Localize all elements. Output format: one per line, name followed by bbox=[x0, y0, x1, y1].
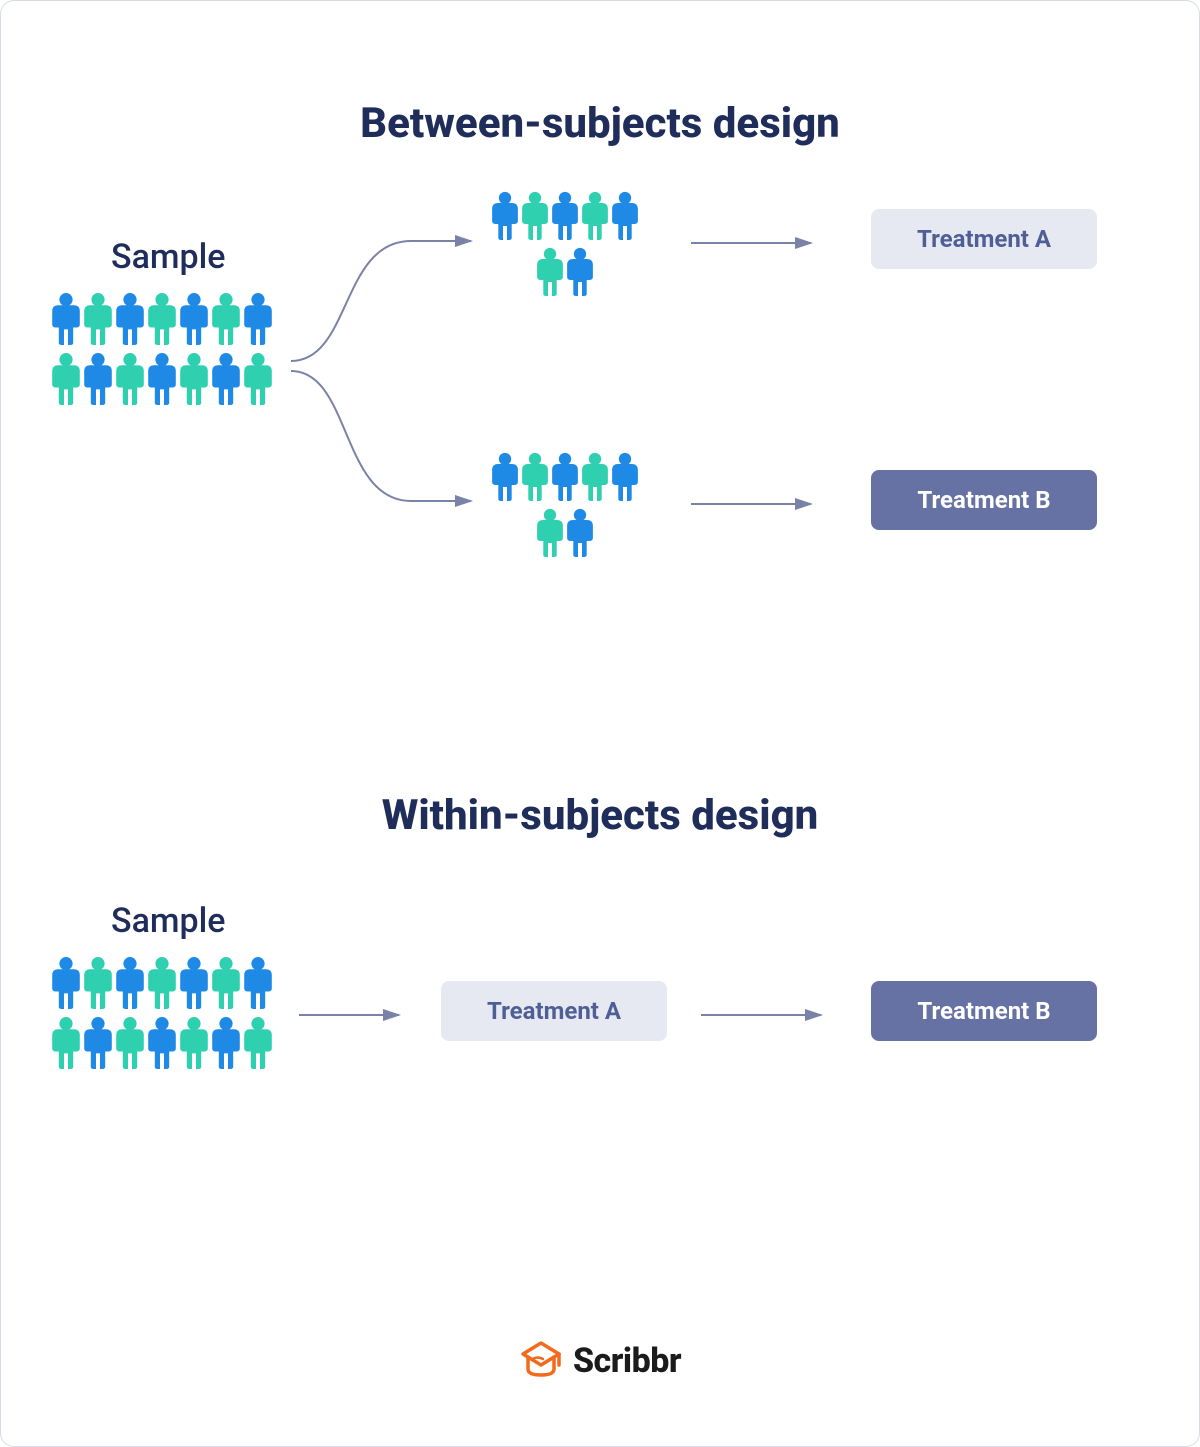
person-icon bbox=[179, 291, 209, 345]
person-icon bbox=[115, 351, 145, 405]
person-icon bbox=[566, 507, 594, 557]
person-icon bbox=[51, 291, 81, 345]
person-icon bbox=[551, 451, 579, 501]
person-icon bbox=[581, 190, 609, 240]
person-icon bbox=[611, 190, 639, 240]
section2-title: Within-subjects design bbox=[1, 791, 1199, 840]
person-icon bbox=[211, 955, 241, 1009]
person-icon bbox=[536, 246, 564, 296]
section1-treatment-a-pill: Treatment A bbox=[871, 209, 1097, 269]
person-icon bbox=[179, 351, 209, 405]
section2-treatment-a-pill: Treatment A bbox=[441, 981, 667, 1041]
section1-arrow-b bbox=[691, 498, 831, 510]
person-icon bbox=[211, 1015, 241, 1069]
person-icon bbox=[243, 955, 273, 1009]
person-icon bbox=[491, 190, 519, 240]
person-icon bbox=[51, 1015, 81, 1069]
section2-arrow-1 bbox=[299, 1009, 419, 1021]
person-icon bbox=[115, 1015, 145, 1069]
scribbr-logo-icon bbox=[519, 1341, 563, 1381]
section2-arrow-2 bbox=[701, 1009, 841, 1021]
person-icon bbox=[243, 1015, 273, 1069]
person-icon bbox=[243, 291, 273, 345]
person-icon bbox=[581, 451, 609, 501]
person-icon bbox=[83, 1015, 113, 1069]
person-icon bbox=[115, 291, 145, 345]
person-icon bbox=[115, 955, 145, 1009]
section1-sample-label: Sample bbox=[111, 237, 226, 277]
person-icon bbox=[83, 955, 113, 1009]
section2-sample-label: Sample bbox=[111, 901, 226, 941]
section2-sample-people bbox=[51, 955, 273, 1069]
section1-group-b-people bbox=[491, 451, 639, 557]
brand: Scribbr bbox=[1, 1341, 1199, 1381]
person-icon bbox=[83, 351, 113, 405]
person-icon bbox=[521, 190, 549, 240]
person-icon bbox=[211, 351, 241, 405]
person-icon bbox=[147, 955, 177, 1009]
section2-treatment-b-pill: Treatment B bbox=[871, 981, 1097, 1041]
brand-text: Scribbr bbox=[573, 1341, 681, 1381]
diagram-frame: Between-subjects design Sample bbox=[0, 0, 1200, 1447]
person-icon bbox=[521, 451, 549, 501]
person-icon bbox=[147, 1015, 177, 1069]
section1-arrow-a bbox=[691, 237, 831, 249]
section1-treatment-b-pill: Treatment B bbox=[871, 470, 1097, 530]
person-icon bbox=[536, 507, 564, 557]
person-icon bbox=[491, 451, 519, 501]
person-icon bbox=[147, 351, 177, 405]
person-icon bbox=[51, 351, 81, 405]
section1-group-a-people bbox=[491, 190, 639, 296]
section1-title: Between-subjects design bbox=[1, 99, 1199, 148]
person-icon bbox=[243, 351, 273, 405]
person-icon bbox=[147, 291, 177, 345]
person-icon bbox=[179, 955, 209, 1009]
section1-sample-people bbox=[51, 291, 273, 405]
section1-split-arrows bbox=[291, 211, 481, 531]
person-icon bbox=[211, 291, 241, 345]
person-icon bbox=[551, 190, 579, 240]
person-icon bbox=[611, 451, 639, 501]
person-icon bbox=[566, 246, 594, 296]
person-icon bbox=[179, 1015, 209, 1069]
person-icon bbox=[83, 291, 113, 345]
person-icon bbox=[51, 955, 81, 1009]
